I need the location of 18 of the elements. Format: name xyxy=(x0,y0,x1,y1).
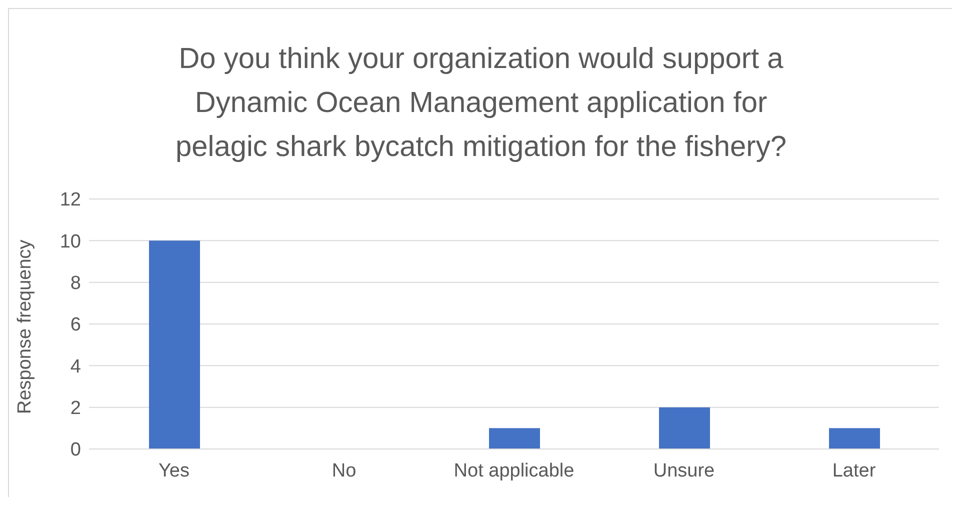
x-tick-label: Unsure xyxy=(653,460,715,482)
bar xyxy=(489,428,540,449)
chart-title: Do you think your organization would support a Dynamic Ocean Management application for pelagic shark bycatch mitigation for the fishery? xyxy=(174,42,788,165)
y-tick-label: 8 xyxy=(70,273,81,294)
y-tick-label: 10 xyxy=(60,231,81,252)
x-tick-label: Later xyxy=(832,460,876,482)
y-tick-label: 12 xyxy=(60,190,81,211)
y-axis-title: Response frequency xyxy=(14,239,36,414)
y-tick-label: 0 xyxy=(70,440,81,461)
y-tick-label: 4 xyxy=(70,356,82,378)
x-tick-label: Yes xyxy=(158,460,190,482)
x-tick-label: No xyxy=(332,460,356,482)
y-tick-label: 2 xyxy=(70,398,81,420)
x-tick-label: Not applicable xyxy=(454,460,574,482)
bar xyxy=(149,240,200,449)
bar xyxy=(829,428,880,449)
bar xyxy=(659,407,710,449)
y-tick-label: 6 xyxy=(70,314,81,336)
